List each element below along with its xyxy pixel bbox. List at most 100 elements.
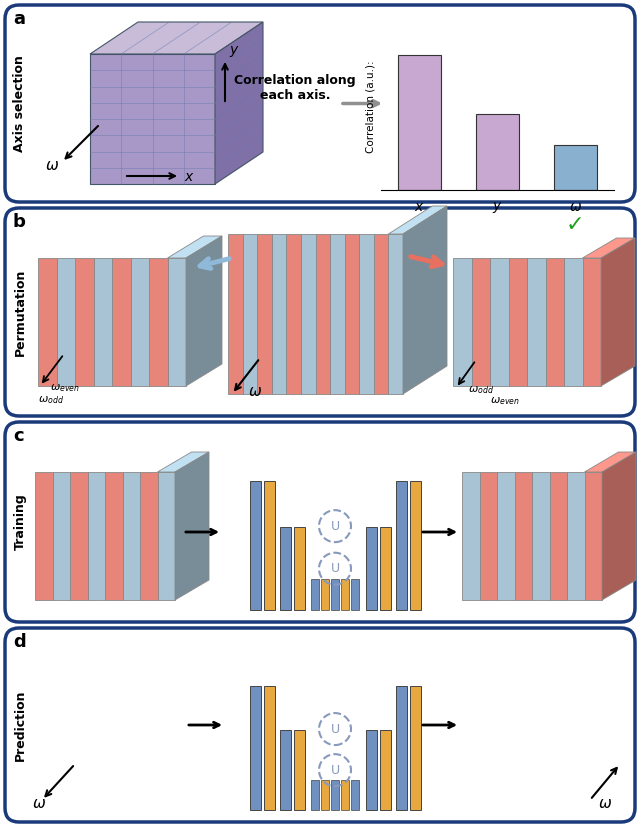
Polygon shape xyxy=(149,258,168,386)
Bar xyxy=(264,481,275,610)
Text: $\omega$: $\omega$ xyxy=(32,796,46,811)
Text: U: U xyxy=(330,562,340,576)
Polygon shape xyxy=(388,234,403,394)
Bar xyxy=(476,113,519,190)
Bar xyxy=(294,730,305,810)
Text: $\omega$: $\omega$ xyxy=(45,158,59,173)
Bar xyxy=(398,55,441,190)
Polygon shape xyxy=(316,234,330,394)
Polygon shape xyxy=(272,234,286,394)
Bar xyxy=(331,579,339,610)
Bar xyxy=(311,579,319,610)
Polygon shape xyxy=(38,258,56,386)
Polygon shape xyxy=(243,234,257,394)
Bar xyxy=(321,780,329,810)
Bar xyxy=(380,730,390,810)
Polygon shape xyxy=(88,472,105,600)
Text: $\omega$: $\omega$ xyxy=(248,384,262,399)
Bar xyxy=(280,730,291,810)
Bar xyxy=(554,146,597,190)
Text: Correlation along
each axis.: Correlation along each axis. xyxy=(234,74,356,102)
Polygon shape xyxy=(462,472,479,600)
Bar xyxy=(351,780,359,810)
Polygon shape xyxy=(215,22,263,184)
Bar xyxy=(380,528,390,610)
Polygon shape xyxy=(527,258,545,386)
Polygon shape xyxy=(35,472,52,600)
Text: c: c xyxy=(13,427,24,445)
Polygon shape xyxy=(545,258,564,386)
Polygon shape xyxy=(532,472,550,600)
Text: $y$: $y$ xyxy=(229,44,240,59)
Text: Prediction: Prediction xyxy=(13,689,26,761)
Polygon shape xyxy=(330,234,345,394)
Bar xyxy=(410,686,420,810)
Polygon shape xyxy=(286,234,301,394)
Y-axis label: Correlation (a.u.):: Correlation (a.u.): xyxy=(365,60,375,153)
Text: $\omega_{odd}$: $\omega_{odd}$ xyxy=(468,384,494,396)
Polygon shape xyxy=(157,472,175,600)
Polygon shape xyxy=(345,234,359,394)
Polygon shape xyxy=(497,472,515,600)
Bar xyxy=(321,579,329,610)
Polygon shape xyxy=(403,206,447,394)
Polygon shape xyxy=(374,234,388,394)
Bar xyxy=(331,780,339,810)
Text: $\omega$: $\omega$ xyxy=(598,796,612,811)
Text: $\omega_{even}$: $\omega_{even}$ xyxy=(490,395,520,407)
Polygon shape xyxy=(359,234,374,394)
Text: b: b xyxy=(13,213,26,231)
Polygon shape xyxy=(601,238,635,386)
Polygon shape xyxy=(509,258,527,386)
Polygon shape xyxy=(515,472,532,600)
Text: ✓: ✓ xyxy=(566,215,585,235)
Text: Training: Training xyxy=(13,494,26,551)
Polygon shape xyxy=(388,206,447,234)
Polygon shape xyxy=(175,452,209,600)
Polygon shape xyxy=(582,258,601,386)
Bar xyxy=(410,481,420,610)
Polygon shape xyxy=(56,258,75,386)
Bar xyxy=(341,579,349,610)
Polygon shape xyxy=(490,258,509,386)
Polygon shape xyxy=(453,258,472,386)
Bar xyxy=(250,481,260,610)
Polygon shape xyxy=(472,258,490,386)
Bar xyxy=(365,528,376,610)
Polygon shape xyxy=(70,472,88,600)
Polygon shape xyxy=(228,234,243,394)
Polygon shape xyxy=(479,472,497,600)
Polygon shape xyxy=(168,236,222,258)
Polygon shape xyxy=(584,472,602,600)
Bar xyxy=(264,686,275,810)
Polygon shape xyxy=(112,258,131,386)
Text: $x$: $x$ xyxy=(184,170,195,184)
Text: $\omega_{odd}$: $\omega_{odd}$ xyxy=(38,394,64,406)
Bar xyxy=(365,730,376,810)
Polygon shape xyxy=(168,258,186,386)
Polygon shape xyxy=(301,234,316,394)
Polygon shape xyxy=(550,472,567,600)
Polygon shape xyxy=(52,472,70,600)
Text: Axis selection: Axis selection xyxy=(13,55,26,152)
Text: $\omega_{even}$: $\omega_{even}$ xyxy=(50,382,80,394)
Polygon shape xyxy=(582,238,635,258)
Text: Permutation: Permutation xyxy=(13,268,26,356)
Text: U: U xyxy=(330,519,340,533)
Polygon shape xyxy=(567,472,584,600)
Text: a: a xyxy=(13,10,25,28)
Polygon shape xyxy=(131,258,149,386)
Text: d: d xyxy=(13,633,26,651)
Polygon shape xyxy=(186,236,222,386)
Bar xyxy=(294,528,305,610)
Polygon shape xyxy=(90,54,215,184)
Polygon shape xyxy=(564,258,582,386)
Bar xyxy=(341,780,349,810)
Polygon shape xyxy=(257,234,272,394)
Bar xyxy=(280,528,291,610)
Bar xyxy=(250,686,260,810)
Polygon shape xyxy=(157,452,209,472)
Polygon shape xyxy=(75,258,93,386)
Polygon shape xyxy=(105,472,122,600)
Polygon shape xyxy=(90,22,263,54)
